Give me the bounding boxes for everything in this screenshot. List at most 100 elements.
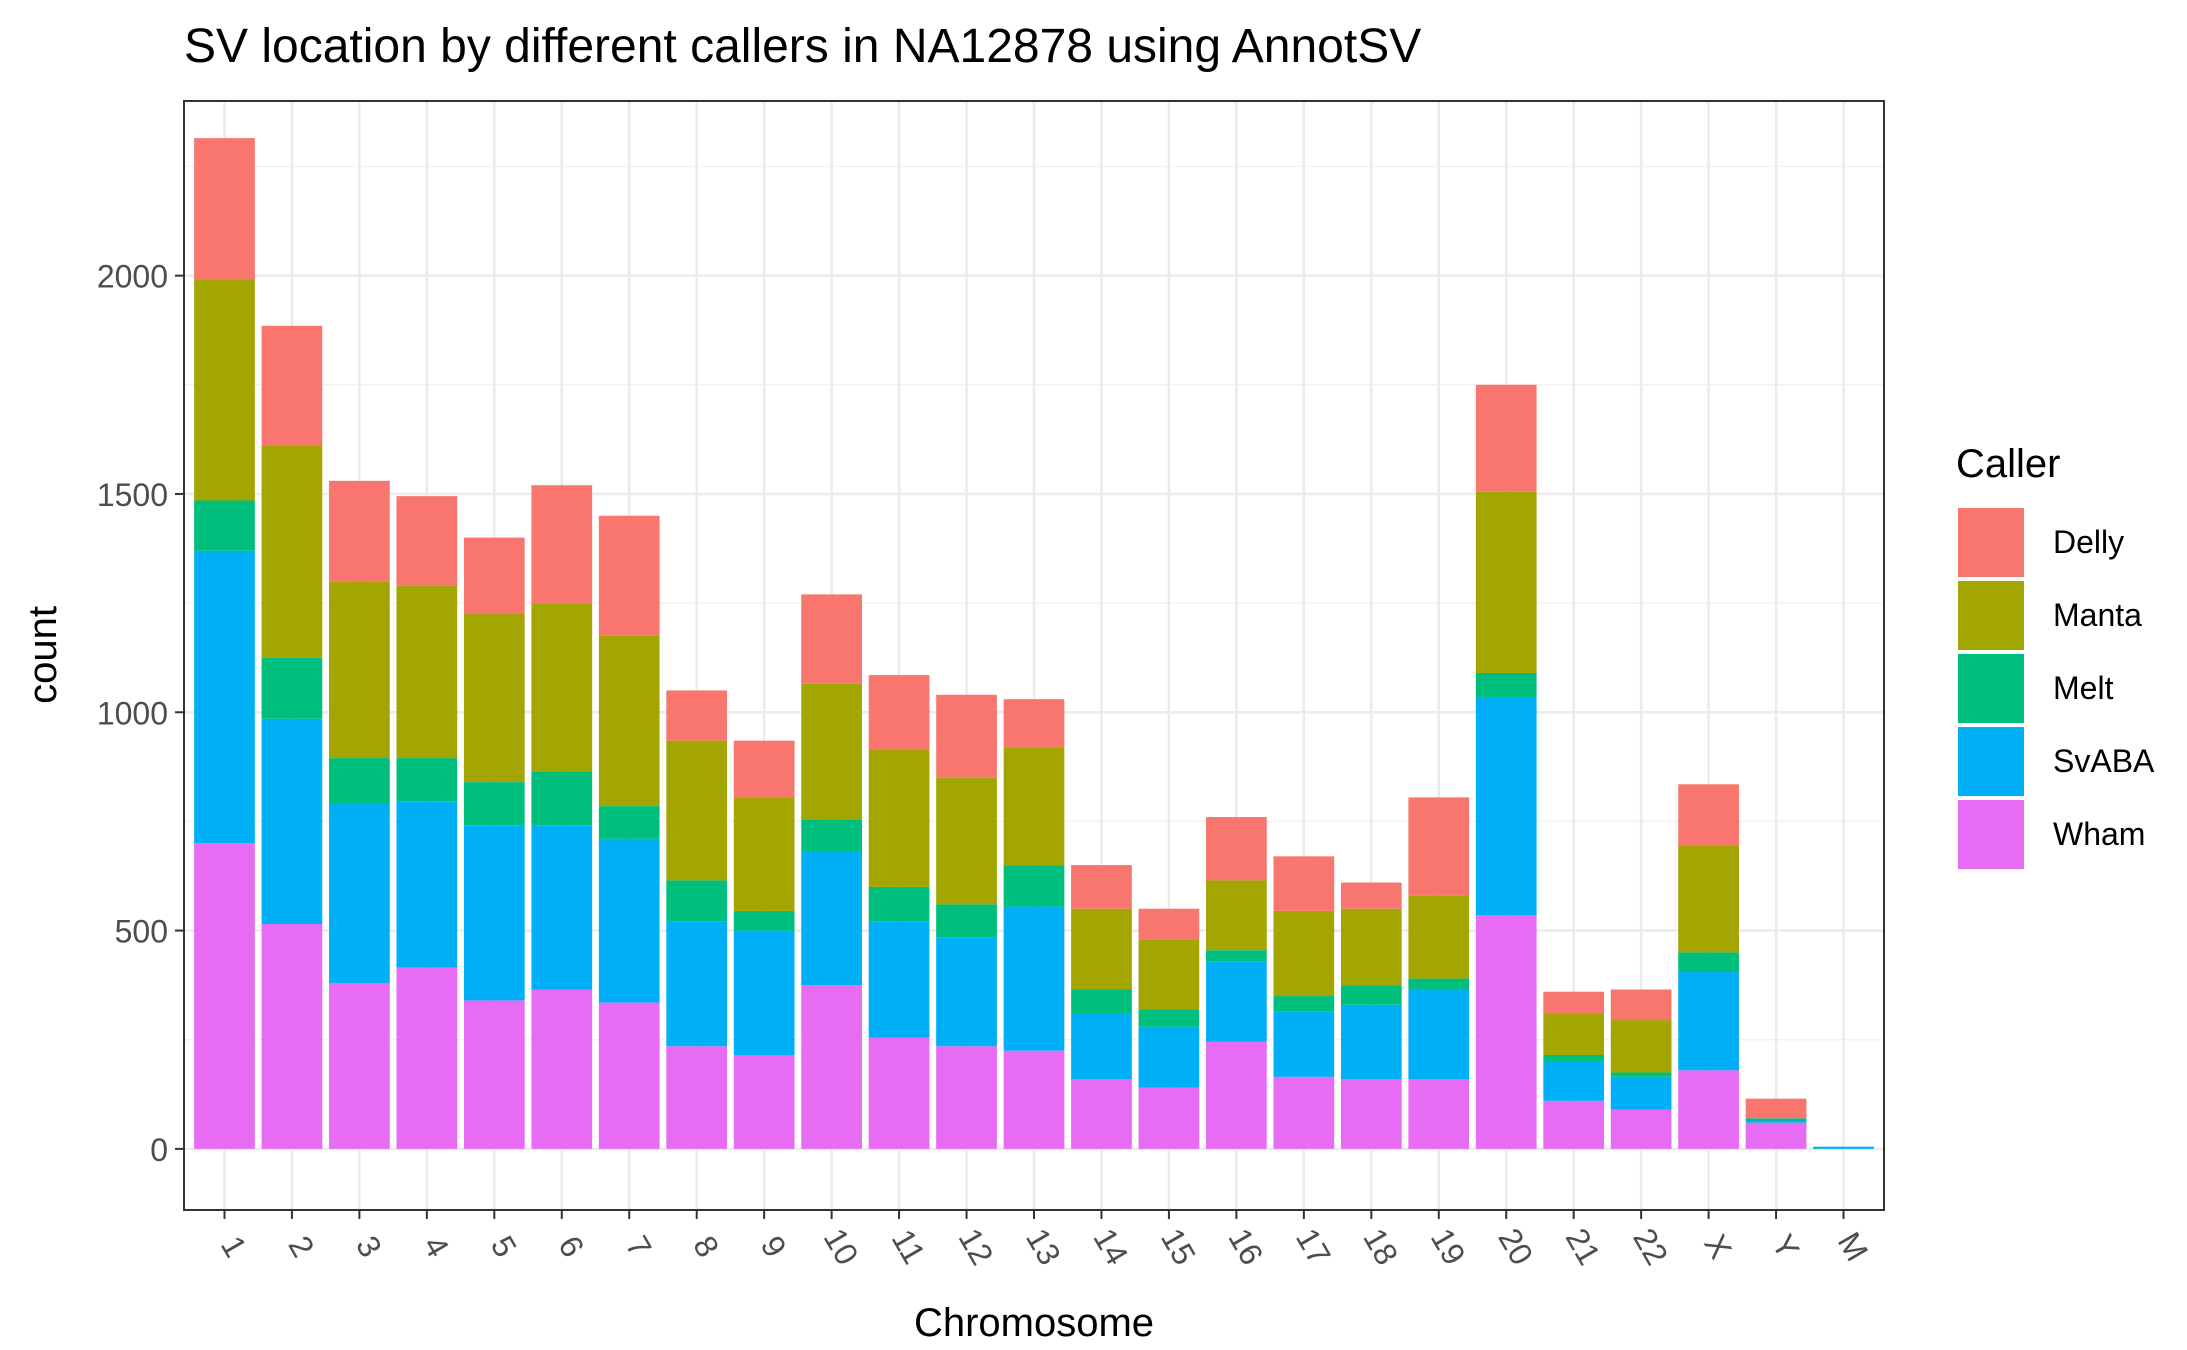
bar-segment-wham (531, 989, 593, 1149)
y-tick-label: 0 (150, 1132, 168, 1168)
bar-segment-wham (396, 967, 458, 1149)
bar-segment-wham (1543, 1100, 1605, 1149)
bar-segment-delly (329, 480, 390, 582)
bar-segment-manta (801, 683, 862, 820)
bar-segment-manta (1543, 1013, 1605, 1056)
bar-segment-delly (936, 694, 997, 778)
bar-segment-manta (733, 797, 795, 911)
bar-segment-delly (1206, 817, 1267, 881)
bar-segment-svaba (1138, 1026, 1200, 1088)
bar-segment-wham (1071, 1079, 1132, 1149)
bar-segment-melt (329, 758, 390, 804)
bar-segment-delly (1071, 865, 1132, 909)
bar-segment-melt (598, 806, 660, 839)
bar-segment-delly (666, 690, 728, 741)
x-tick-label: 10 (817, 1222, 866, 1271)
bar-segment-wham (1610, 1109, 1672, 1149)
bar-segment-wham (194, 843, 255, 1149)
bar-segment-svaba (666, 921, 728, 1047)
bar-segment-delly (1003, 699, 1065, 748)
bar-segment-melt (1138, 1009, 1200, 1027)
x-tick-label: 16 (1221, 1222, 1270, 1271)
bar-segment-delly (194, 138, 255, 281)
bar-segment-svaba (1071, 1013, 1132, 1080)
bar-segment-svaba (936, 937, 997, 1047)
legend-label-delly: Delly (2053, 524, 2124, 560)
bar-segment-manta (329, 581, 390, 759)
bar-segment-delly (1273, 856, 1335, 911)
bar-segment-wham (1206, 1041, 1267, 1149)
bar-segment-delly (261, 325, 323, 446)
x-tick-label: 11 (885, 1223, 933, 1270)
x-tick-label: 17 (1289, 1222, 1338, 1271)
bar-segment-melt (463, 782, 525, 826)
bar-segment-delly (1745, 1098, 1807, 1119)
bar-segment-manta (1408, 895, 1470, 979)
legend-swatch-manta (1958, 581, 2024, 650)
bar-segment-melt (1745, 1118, 1807, 1121)
bar-segment-svaba (1475, 696, 1537, 916)
bar-segment-wham (1138, 1087, 1200, 1149)
x-tick-label: 6 (551, 1230, 591, 1263)
legend-label-wham: Wham (2053, 816, 2145, 852)
x-tick-label: 7 (619, 1230, 659, 1263)
bar-segment-melt (733, 910, 795, 931)
y-tick-label: 1000 (97, 695, 168, 731)
x-tick-label: X (1697, 1228, 1739, 1264)
bar-segment-melt (1340, 985, 1402, 1005)
bar-segment-svaba (1678, 972, 1739, 1071)
bar-segment-wham (801, 985, 862, 1149)
bar-segment-delly (463, 537, 525, 615)
bar-segment-melt (1071, 989, 1132, 1014)
bar-segment-manta (1071, 908, 1132, 990)
x-axis: 1 2 3 4 5 6 7 8 9 10 11 12 13 14 15 16 17 18 19 20 21 22 X Y M (214, 1210, 1875, 1271)
x-tick-label: 9 (754, 1230, 794, 1263)
bar-segment-wham (666, 1046, 728, 1149)
bar-stacks (194, 138, 1874, 1149)
bar-segment-wham (868, 1037, 930, 1149)
bar-segment-manta (1475, 491, 1537, 673)
bar-segment-manta (1138, 939, 1200, 1010)
bar-segment-svaba (1206, 961, 1267, 1042)
x-tick-label: 5 (484, 1230, 524, 1263)
x-tick-label: 2 (281, 1230, 321, 1263)
bar-segment-delly (1138, 908, 1200, 940)
bar-segment-manta (598, 635, 660, 807)
bar-segment-svaba (1610, 1076, 1672, 1110)
legend-title: Caller (1956, 442, 2060, 486)
x-tick-label: 15 (1154, 1222, 1203, 1271)
x-tick-label: Y (1765, 1228, 1807, 1264)
bar-segment-delly (1610, 989, 1672, 1021)
bar-segment-wham (1273, 1076, 1335, 1149)
bar-segment-wham (329, 982, 390, 1149)
x-tick-label: 14 (1086, 1222, 1135, 1271)
bar-segment-wham (936, 1046, 997, 1149)
bar-segment-manta (463, 614, 525, 783)
bar-segment-melt (1003, 865, 1065, 907)
bar-segment-delly (598, 515, 660, 636)
bar-segment-delly (396, 496, 458, 586)
bar-segment-svaba (1273, 1011, 1335, 1077)
legend: Caller Delly Manta Melt SvABA Wham (1956, 442, 2155, 869)
bar-segment-svaba (1813, 1146, 1874, 1149)
bar-segment-svaba (598, 838, 660, 1003)
x-axis-title: Chromosome (914, 1301, 1154, 1345)
legend-swatch-wham (1958, 800, 2024, 869)
x-tick-label: 19 (1424, 1222, 1473, 1271)
bar-segment-svaba (463, 825, 525, 1001)
bar-segment-melt (666, 880, 728, 922)
bar-segment-wham (1678, 1070, 1739, 1149)
bar-segment-melt (261, 657, 323, 719)
bar-segment-delly (1543, 991, 1605, 1014)
bar-segment-melt (1408, 978, 1470, 990)
bar-segment-svaba (733, 930, 795, 1056)
bar-segment-svaba (1408, 989, 1470, 1080)
bar-segment-melt (194, 500, 255, 551)
y-axis: 0 500 1000 1500 2000 (97, 259, 184, 1168)
x-tick-label: 21 (1559, 1222, 1608, 1271)
bar-segment-svaba (1543, 1061, 1605, 1101)
bar-segment-wham (1003, 1050, 1065, 1149)
legend-label-svaba: SvABA (2053, 743, 2155, 779)
bar-segment-delly (531, 485, 593, 604)
